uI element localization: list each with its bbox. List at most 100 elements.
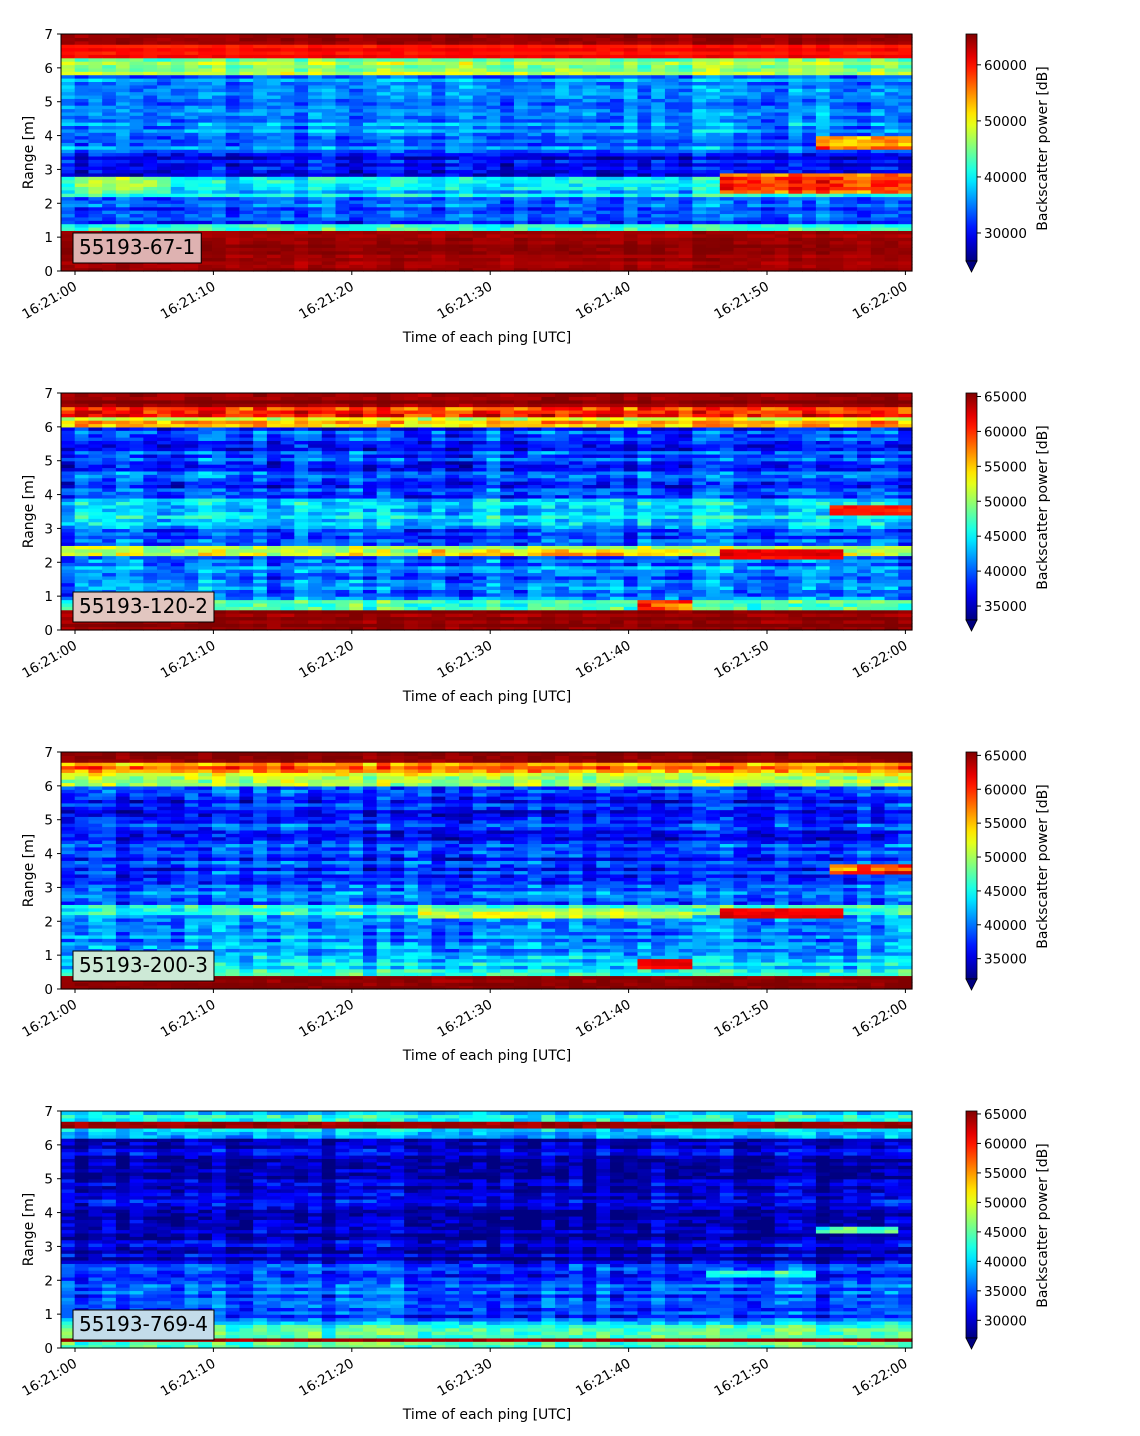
colorbar-tick-label: 45000 [984,529,1027,545]
y-tick-label: 4 [44,129,53,145]
x-tick-label: 16:21:20 [296,638,357,682]
x-tick-label: 16:21:40 [573,997,634,1041]
colorbar-label: Backscatter power [dB] [1035,66,1051,231]
x-tick-label: 16:21:10 [158,638,219,682]
colorbar-tick-label: 35000 [984,952,1027,968]
colorbar-tick-label: 65000 [984,389,1027,405]
colorbar-tick-label: 55000 [984,459,1027,475]
x-tick-label: 16:21:30 [435,1356,496,1400]
colorbar-tick-label: 40000 [984,564,1027,580]
y-tick-label: 3 [44,521,53,537]
x-axis-label: Time of each ping [UTC] [402,1407,572,1423]
y-tick-label: 5 [44,813,53,829]
x-tick-label: 16:21:20 [296,1356,357,1400]
y-axis-label: Range [m] [21,116,37,189]
colorbar-tick-label: 55000 [984,816,1027,832]
colorbar-tick-label: 60000 [984,1136,1027,1152]
colorbar-tick-label: 60000 [984,782,1027,798]
x-tick-label: 16:21:10 [158,1356,219,1400]
y-tick-label: 6 [44,420,53,436]
colorbar-tick-label: 50000 [984,114,1027,130]
colorbar-label: Backscatter power [dB] [1035,425,1051,590]
x-tick-label: 16:21:00 [19,997,80,1041]
x-axis-label: Time of each ping [UTC] [402,689,572,705]
y-tick-label: 3 [44,162,53,178]
colorbar-tick-label: 65000 [984,748,1027,764]
y-tick-label: 4 [44,1206,53,1222]
x-tick-label: 16:21:00 [19,638,80,682]
y-tick-label: 5 [44,1172,53,1188]
y-tick-label: 3 [44,1239,53,1255]
colorbar-tick-label: 50000 [984,1195,1027,1211]
x-tick-label: 16:21:50 [711,279,772,323]
colorbar-tick-label: 30000 [984,1313,1027,1329]
colorbar-tick-label: 45000 [984,1225,1027,1241]
y-tick-label: 0 [44,623,53,639]
y-tick-label: 6 [44,779,53,795]
colorbar-tick-label: 65000 [984,1107,1027,1123]
x-tick-label: 16:21:50 [711,997,772,1041]
y-tick-label: 6 [44,1138,53,1154]
panel-label: 55193-769-4 [73,1310,214,1340]
colorbar-label: Backscatter power [dB] [1035,784,1051,949]
y-tick-label: 1 [44,948,53,964]
colorbar-4: 3000035000400004500050000550006000065000… [966,1107,1051,1349]
x-tick-label: 16:21:30 [435,997,496,1041]
colorbar-tick-label: 40000 [984,918,1027,934]
y-tick-label: 2 [44,196,53,212]
y-tick-label: 4 [44,488,53,504]
y-tick-label: 0 [44,264,53,280]
y-tick-label: 2 [44,914,53,930]
colorbar-tick-label: 60000 [984,424,1027,440]
y-tick-label: 0 [44,1341,53,1357]
colorbar-tick-label: 45000 [984,884,1027,900]
colorbar-label: Backscatter power [dB] [1035,1143,1051,1308]
x-tick-label: 16:22:00 [850,1356,911,1400]
y-tick-label: 1 [44,1307,53,1323]
x-tick-label: 16:21:40 [573,279,634,323]
y-axis-label: Range [m] [21,834,37,907]
colorbar-tick-label: 30000 [984,226,1027,242]
panel-label: 55193-67-1 [73,233,201,263]
x-axis-label: Time of each ping [UTC] [402,330,572,346]
y-tick-label: 7 [44,386,53,402]
x-tick-label: 16:21:10 [158,279,219,323]
colorbar-tick-label: 35000 [984,599,1027,615]
x-tick-label: 16:21:00 [19,1356,80,1400]
x-tick-label: 16:21:40 [573,638,634,682]
colorbar-tick-label: 50000 [984,850,1027,866]
colorbar-3: 35000 40000 45000 50000 55000 60000 65000 Backs… [966,748,1051,990]
y-tick-label: 4 [44,847,53,863]
y-tick-label: 1 [44,230,53,246]
y-tick-label: 0 [44,982,53,998]
x-tick-label: 16:21:50 [711,638,772,682]
y-tick-label: 5 [44,454,53,470]
x-tick-label: 16:22:00 [850,997,911,1041]
panel-label: 55193-120-2 [73,592,214,622]
y-tick-label: 6 [44,61,53,77]
y-tick-label: 1 [44,589,53,605]
colorbar-tick-label: 40000 [984,170,1027,186]
x-tick-label: 16:21:10 [158,997,219,1041]
x-tick-label: 16:22:00 [850,279,911,323]
x-axis-label: Time of each ping [UTC] [402,1048,572,1064]
y-axis-label: Range [m] [21,475,37,548]
x-tick-label: 16:21:30 [435,279,496,323]
colorbar-tick-label: 40000 [984,1254,1027,1270]
y-tick-label: 2 [44,555,53,571]
y-tick-label: 3 [44,880,53,896]
x-tick-label: 16:22:00 [850,638,911,682]
colorbar-2: 35000 40000 45000 50000 55000 60000 65000 Backs… [966,389,1051,631]
y-tick-label: 7 [44,27,53,43]
y-tick-label: 7 [44,1104,53,1120]
x-tick-label: 16:21:00 [19,279,80,323]
colorbar-tick-label: 50000 [984,494,1027,510]
x-tick-label: 16:21:20 [296,997,357,1041]
x-tick-label: 16:21:20 [296,279,357,323]
colorbar-tick-label: 35000 [984,1284,1027,1300]
